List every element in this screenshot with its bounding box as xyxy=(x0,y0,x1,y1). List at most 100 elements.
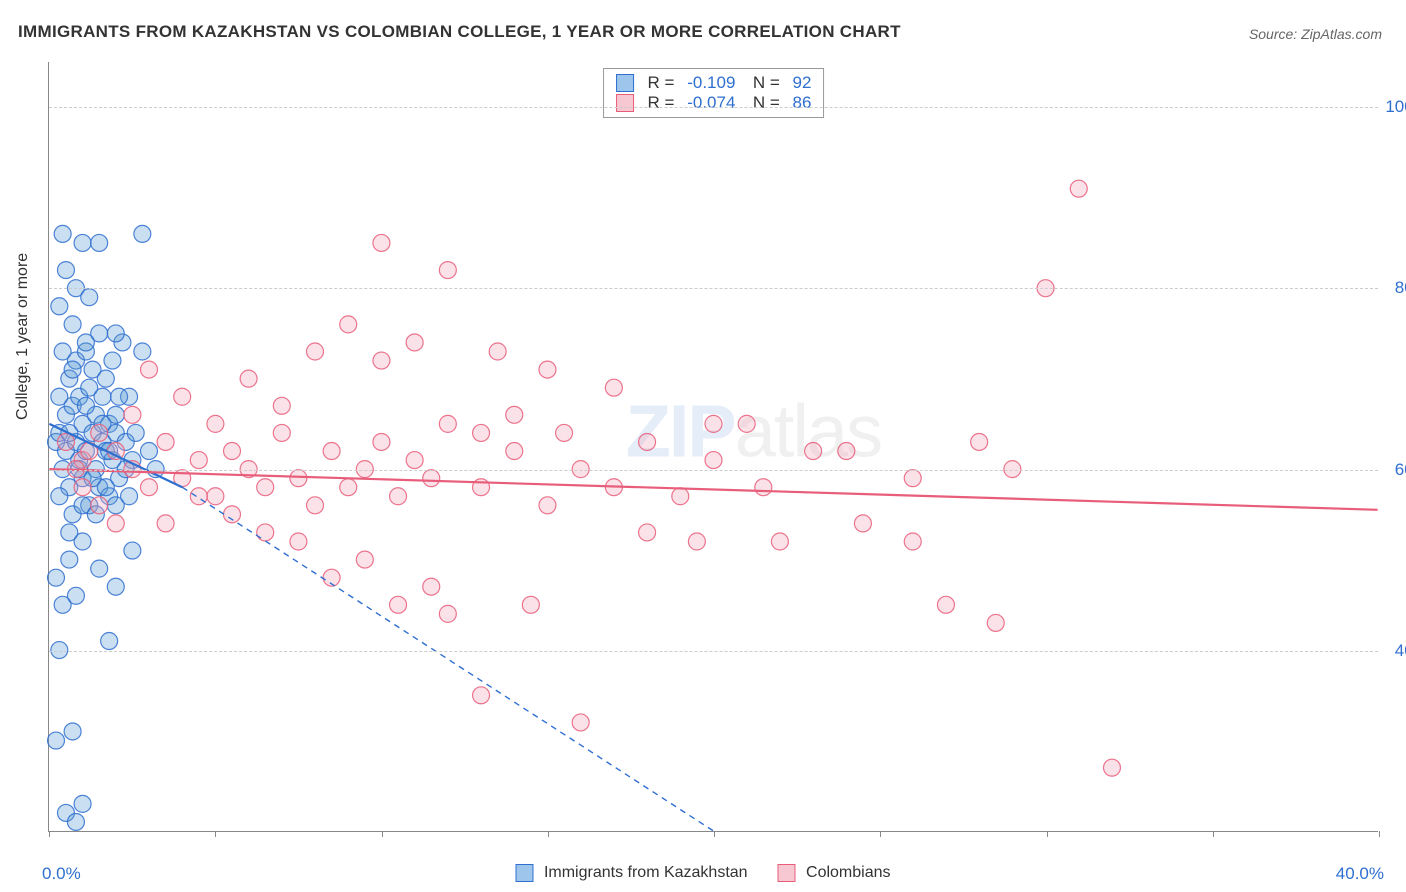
data-point xyxy=(539,361,556,378)
data-point xyxy=(639,433,656,450)
legend-label-kazakhstan: Immigrants from Kazakhstan xyxy=(544,864,748,881)
data-point xyxy=(124,406,141,423)
legend-item-colombians: Colombians xyxy=(778,864,891,882)
data-point xyxy=(771,533,788,550)
data-point xyxy=(81,289,98,306)
y-tick-label: 40.0% xyxy=(1383,641,1406,661)
data-point xyxy=(688,533,705,550)
data-point xyxy=(838,443,855,460)
data-point xyxy=(67,813,84,830)
data-point xyxy=(157,515,174,532)
y-tick-label: 80.0% xyxy=(1383,278,1406,298)
data-point xyxy=(140,479,157,496)
x-tick xyxy=(1379,831,1380,837)
legend-item-kazakhstan: Immigrants from Kazakhstan xyxy=(515,864,747,882)
data-point xyxy=(473,687,490,704)
data-point xyxy=(489,343,506,360)
data-point xyxy=(672,488,689,505)
data-point xyxy=(340,316,357,333)
x-axis-min-label: 0.0% xyxy=(42,864,81,884)
data-point xyxy=(51,488,68,505)
data-point xyxy=(854,515,871,532)
data-point xyxy=(140,443,157,460)
data-point xyxy=(290,470,307,487)
data-point xyxy=(539,497,556,514)
data-point xyxy=(134,343,151,360)
data-point xyxy=(805,443,822,460)
data-point xyxy=(64,723,81,740)
data-point xyxy=(54,343,71,360)
data-point xyxy=(605,379,622,396)
data-point xyxy=(373,433,390,450)
data-point xyxy=(104,352,121,369)
correlation-legend: R = -0.109 N = 92 R = -0.074 N = 86 xyxy=(603,68,825,118)
data-point xyxy=(74,234,91,251)
data-point xyxy=(356,551,373,568)
data-point xyxy=(207,488,224,505)
series-legend: Immigrants from Kazakhstan Colombians xyxy=(515,864,890,882)
data-point xyxy=(64,361,81,378)
data-point xyxy=(174,388,191,405)
data-point xyxy=(572,714,589,731)
data-point xyxy=(51,298,68,315)
data-point xyxy=(107,578,124,595)
data-point xyxy=(307,497,324,514)
data-point xyxy=(290,533,307,550)
data-point xyxy=(57,433,74,450)
data-point xyxy=(74,479,91,496)
data-point xyxy=(738,415,755,432)
data-point xyxy=(91,234,108,251)
data-point xyxy=(111,388,128,405)
data-point xyxy=(207,415,224,432)
data-point xyxy=(755,479,772,496)
source-attribution: Source: ZipAtlas.com xyxy=(1249,26,1382,42)
swatch-colombians-icon xyxy=(778,864,796,882)
data-point xyxy=(506,443,523,460)
data-point xyxy=(54,225,71,242)
data-point xyxy=(61,551,78,568)
data-point xyxy=(61,524,78,541)
data-point xyxy=(57,262,74,279)
data-point xyxy=(904,533,921,550)
swatch-kazakhstan-icon xyxy=(515,864,533,882)
data-point xyxy=(64,316,81,333)
chart-title: IMMIGRANTS FROM KAZAKHSTAN VS COLOMBIAN … xyxy=(18,22,901,42)
data-point xyxy=(134,225,151,242)
data-point xyxy=(1103,759,1120,776)
data-point xyxy=(323,443,340,460)
x-tick xyxy=(382,831,383,837)
data-point xyxy=(423,470,440,487)
data-point xyxy=(190,452,207,469)
data-point xyxy=(705,415,722,432)
data-point xyxy=(107,515,124,532)
x-tick xyxy=(49,831,50,837)
data-point xyxy=(91,497,108,514)
x-tick xyxy=(548,831,549,837)
swatch-kazakhstan xyxy=(616,74,634,92)
trend-line xyxy=(49,469,1377,510)
data-point xyxy=(124,542,141,559)
data-point xyxy=(67,587,84,604)
data-point xyxy=(97,370,114,387)
data-point xyxy=(439,262,456,279)
data-point xyxy=(556,424,573,441)
data-point xyxy=(439,605,456,622)
data-point xyxy=(406,334,423,351)
correlation-row-1: R = -0.109 N = 92 xyxy=(616,73,812,93)
data-point xyxy=(157,433,174,450)
data-point xyxy=(307,343,324,360)
y-axis-label: College, 1 year or more xyxy=(14,253,32,420)
data-point xyxy=(257,524,274,541)
data-point xyxy=(51,388,68,405)
data-point xyxy=(423,578,440,595)
data-point xyxy=(97,479,114,496)
swatch-colombians xyxy=(616,94,634,112)
data-point xyxy=(140,361,157,378)
gridline xyxy=(49,288,1378,289)
data-point xyxy=(48,732,65,749)
data-point xyxy=(77,397,94,414)
data-point xyxy=(91,424,108,441)
data-point xyxy=(240,370,257,387)
legend-label-colombians: Colombians xyxy=(806,864,890,881)
y-tick-label: 100.0% xyxy=(1383,97,1406,117)
